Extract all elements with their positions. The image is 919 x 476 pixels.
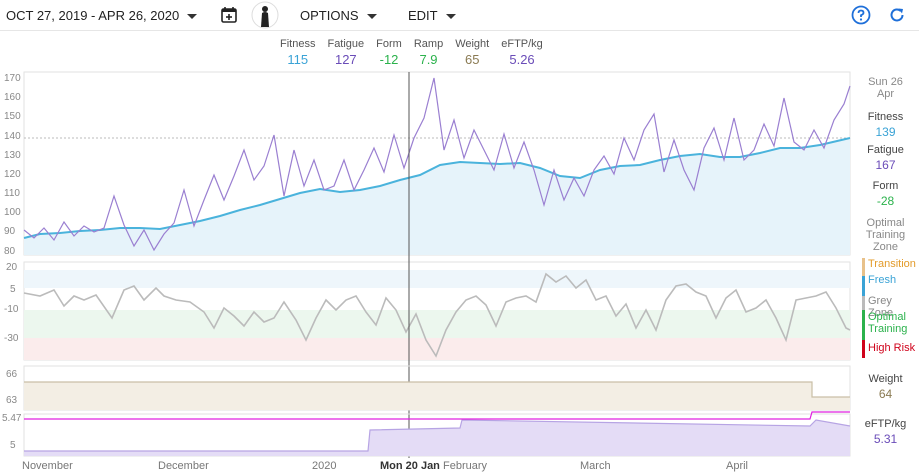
side-eftp-label: eFTP/kg (852, 418, 919, 430)
y-tick: 140 (4, 131, 21, 142)
side-weight-label: Weight (852, 373, 919, 385)
fresh-zone-band (24, 270, 850, 288)
y-tick: 100 (4, 207, 21, 218)
y-tick: 110 (4, 188, 20, 199)
optimal-zone-label: Zone (852, 241, 919, 253)
month-label: February (443, 460, 487, 472)
side-fitness: Fitness 139 (852, 111, 919, 139)
month-label: April (726, 460, 748, 472)
optimal-zone-label: Training (852, 229, 919, 241)
weight-tick: 63 (6, 395, 17, 406)
side-form: Form -28 (852, 180, 919, 208)
y-tick: 120 (4, 169, 21, 180)
high-risk-zone-band (24, 338, 850, 360)
optimal-zone-label: Optimal (852, 217, 919, 229)
legend-optimal: Optimal Training (868, 311, 907, 335)
legend-optimal-label: Training (868, 323, 907, 335)
eftp-tick: 5 (10, 440, 16, 451)
y-tick: 170 (4, 73, 21, 84)
side-fatigue-value: 167 (852, 158, 919, 172)
month-label: December (158, 460, 209, 472)
side-fatigue-label: Fatigue (852, 144, 919, 156)
optimal-zone-band (24, 310, 850, 338)
y-tick: 130 (4, 150, 21, 161)
side-eftp: eFTP/kg 5.31 (852, 418, 919, 446)
form-tick: -10 (4, 304, 18, 315)
eftp-max-line (24, 412, 850, 419)
side-form-label: Form (852, 180, 919, 192)
form-legend-bar (862, 258, 865, 358)
side-form-value: -28 (852, 194, 919, 208)
eftp-tick: 5.47 (2, 413, 21, 424)
hover-date-day: Sun 26 (852, 76, 919, 88)
weight-tick: 66 (6, 369, 17, 380)
month-label: 2020 (312, 460, 336, 472)
side-fitness-value: 139 (852, 125, 919, 139)
side-optimal-zone: Optimal Training Zone (852, 217, 919, 253)
legend-optimal-label: Optimal (868, 311, 907, 323)
hover-date-month: Apr (852, 88, 919, 100)
form-tick: 20 (6, 262, 17, 273)
side-fitness-label: Fitness (852, 111, 919, 123)
side-eftp-value: 5.31 (852, 432, 919, 446)
y-tick: 150 (4, 111, 21, 122)
y-tick: 80 (4, 246, 15, 257)
legend-high-risk: High Risk (868, 342, 915, 354)
cursor-date-label: Mon 20 Jan (380, 460, 440, 472)
side-weight: Weight 64 (852, 373, 919, 401)
legend-fresh: Fresh (868, 274, 896, 286)
form-tick: -30 (4, 333, 18, 344)
month-label: November (22, 460, 73, 472)
weight-area (24, 382, 850, 410)
form-tick: 5 (10, 284, 16, 295)
y-tick: 90 (4, 226, 15, 237)
month-label: March (580, 460, 611, 472)
legend-transition: Transition (868, 258, 916, 270)
hover-date: Sun 26 Apr (852, 76, 919, 100)
y-tick: 160 (4, 92, 21, 103)
side-fatigue: Fatigue 167 (852, 144, 919, 172)
side-weight-value: 64 (852, 387, 919, 401)
